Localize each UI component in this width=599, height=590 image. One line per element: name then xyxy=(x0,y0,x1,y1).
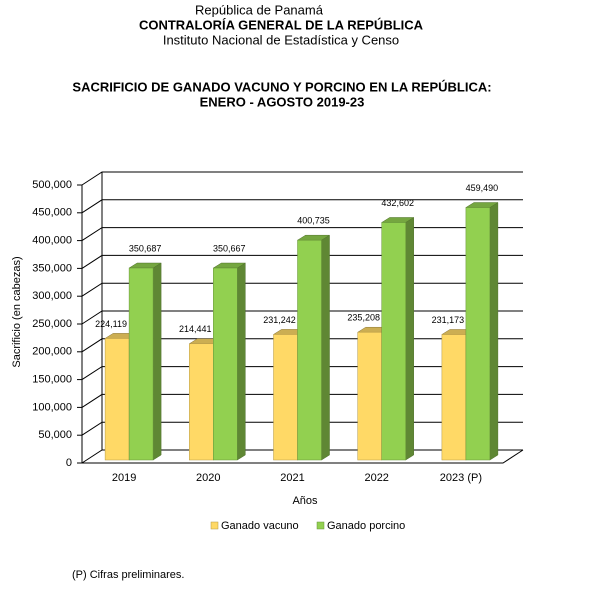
y-tick-label: 500,000 xyxy=(32,179,72,191)
y-tick-label: 450,000 xyxy=(32,207,72,219)
y-tick-label: 400,000 xyxy=(32,235,72,247)
x-axis-label: Años xyxy=(292,495,318,507)
bar-side xyxy=(152,262,162,461)
x-tick-label: 2022 xyxy=(364,472,388,484)
grid-line xyxy=(81,199,523,214)
bar xyxy=(465,207,491,461)
legend-label: Ganado porcino xyxy=(327,520,405,532)
grid-line xyxy=(81,171,523,186)
y-tick-label: 50,000 xyxy=(38,429,72,441)
chart-title: SACRIFICIO DE GANADO VACUNO Y PORCINO EN… xyxy=(72,79,491,94)
bar-side xyxy=(405,217,414,461)
value-label: 350,667 xyxy=(213,243,246,253)
y-axis-label: Sacrificio (en cabezas) xyxy=(11,256,23,367)
y-tick-label: 150,000 xyxy=(32,374,72,386)
chart-subtitle: ENERO - AGOSTO 2019-23 xyxy=(200,94,365,109)
floor-edge xyxy=(82,449,524,464)
header-department: Instituto Nacional de Estadística y Cens… xyxy=(163,32,399,47)
bar-side xyxy=(489,202,499,461)
bar xyxy=(104,338,130,461)
y-tick-label: 300,000 xyxy=(32,290,72,302)
bar xyxy=(273,334,298,461)
header-country: República de Panamá xyxy=(195,2,324,17)
bar xyxy=(381,222,406,461)
bar xyxy=(213,267,238,461)
value-label: 400,735 xyxy=(297,216,330,226)
bar xyxy=(189,343,214,461)
value-label: 224,119 xyxy=(95,319,127,329)
y-tick-label: 0 xyxy=(66,457,72,469)
bar xyxy=(441,334,467,461)
value-label: 350,687 xyxy=(129,243,162,253)
footnote: (P) Cifras preliminares. xyxy=(72,569,184,581)
bar xyxy=(357,331,382,461)
value-label: 214,441 xyxy=(179,324,212,334)
bar-side xyxy=(237,262,246,461)
bar xyxy=(128,267,154,461)
value-label: 235,208 xyxy=(347,313,380,323)
x-tick-label: 2023 (P) xyxy=(440,472,482,484)
value-label: 231,173 xyxy=(432,315,465,325)
header-institution: CONTRALORÍA GENERAL DE LA REPÚBLICA xyxy=(139,17,424,32)
y-tick-label: 100,000 xyxy=(32,401,72,413)
value-label: 231,242 xyxy=(263,315,296,325)
bar xyxy=(297,239,322,461)
y-tick-label: 350,000 xyxy=(32,262,72,274)
y-tick-label: 200,000 xyxy=(32,346,72,358)
value-label: 459,490 xyxy=(466,183,499,193)
x-tick-label: 2021 xyxy=(280,472,304,484)
y-tick-label: 250,000 xyxy=(32,318,72,330)
x-tick-label: 2019 xyxy=(112,472,136,484)
bar-side xyxy=(321,234,330,461)
legend-swatch xyxy=(316,521,325,530)
legend-label: Ganado vacuno xyxy=(221,520,299,532)
legend-swatch xyxy=(210,521,219,530)
x-tick-label: 2020 xyxy=(196,472,220,484)
value-label: 432,602 xyxy=(381,198,414,208)
